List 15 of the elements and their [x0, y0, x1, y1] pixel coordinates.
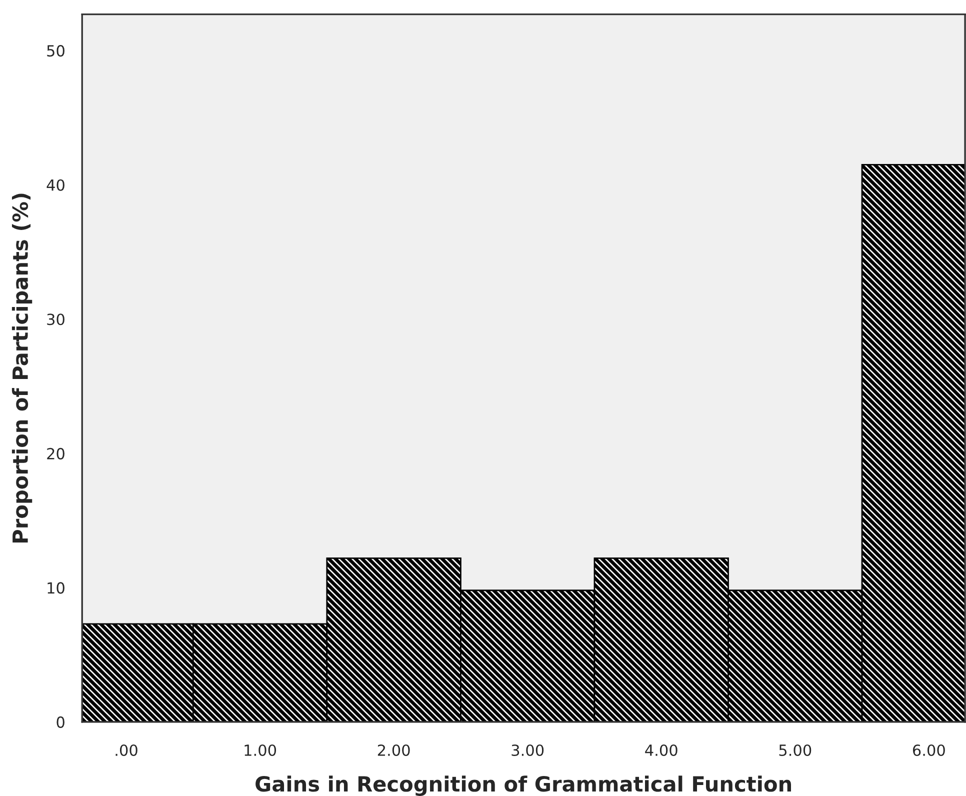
x-tick-label: .00: [116, 744, 138, 756]
y-tick-label: 0: [56, 716, 64, 728]
y-tick-label: 20: [47, 448, 64, 460]
x-tick-label: 5.00: [779, 744, 812, 756]
x-axis-title: Gains in Recognition of Grammatical Function: [256, 776, 791, 796]
x-tick-label: 2.00: [378, 744, 410, 756]
y-tick-label: 30: [47, 314, 64, 326]
x-tick-label: 3.00: [512, 744, 544, 756]
x-tick-label: 4.00: [645, 744, 678, 756]
y-tick-label: 50: [47, 45, 64, 57]
x-tick-label: 6.00: [912, 744, 945, 756]
y-axis-title: Proportion of Participants (%): [12, 194, 32, 542]
y-tick-label: 40: [46, 179, 64, 191]
y-tick-label: 10: [48, 582, 64, 594]
x-tick-label: 1.00: [244, 744, 276, 756]
